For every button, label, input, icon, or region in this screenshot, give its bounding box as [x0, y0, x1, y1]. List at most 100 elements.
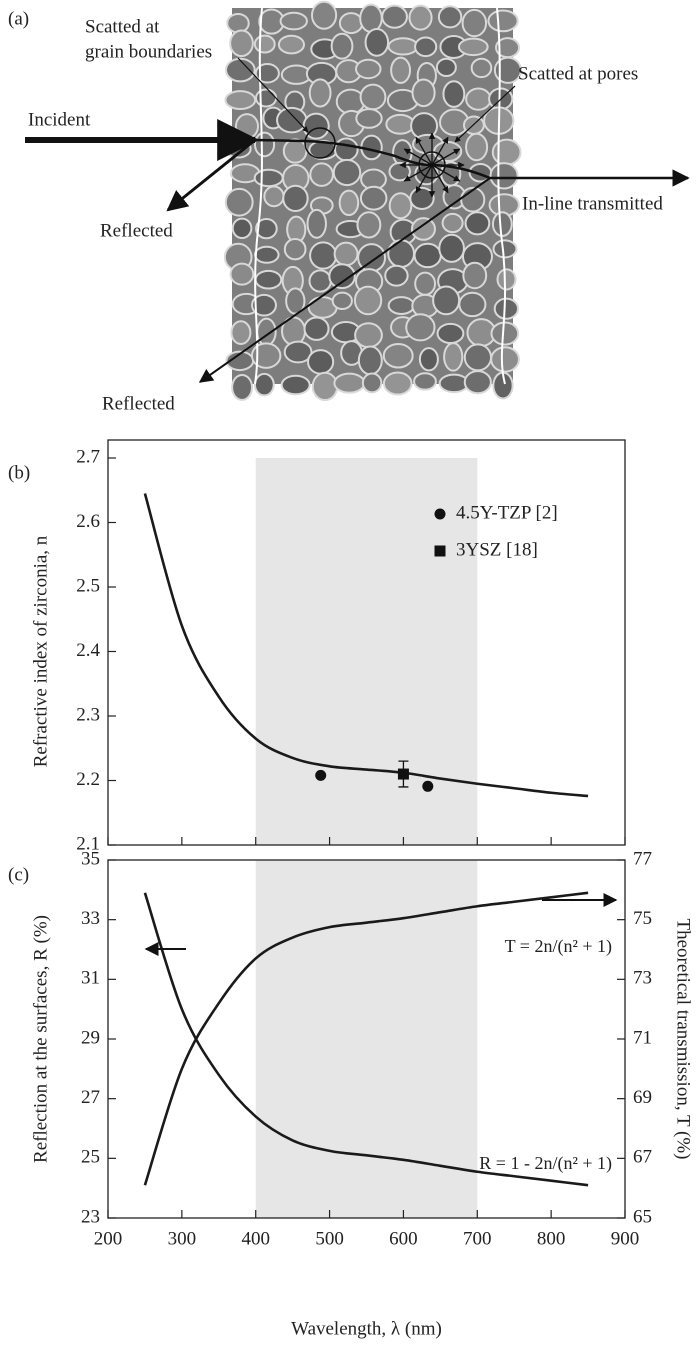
grain — [307, 349, 335, 375]
grain — [308, 269, 332, 293]
x-tick-label: 300 — [168, 1228, 197, 1249]
annotation: R = 1 - 2n/(n² + 1) — [479, 1153, 612, 1174]
grain — [251, 293, 277, 317]
grain-circle — [304, 127, 336, 159]
y-tick-label: 2.4 — [76, 640, 100, 661]
grain — [333, 372, 366, 394]
x-tick-label: 700 — [463, 1228, 492, 1249]
grain — [226, 12, 250, 34]
grain — [306, 208, 327, 239]
grain — [414, 36, 438, 58]
grain — [492, 239, 518, 259]
y2-tick-label: 73 — [633, 968, 652, 989]
grain — [384, 264, 409, 287]
scatter-ray — [403, 164, 433, 182]
grain — [442, 80, 466, 108]
chart: (b) 2.1 2.2 2.3 2.4 2.5 2.6 2.7 Refractive index… — [8, 439, 626, 854]
reflected-arrow — [166, 138, 256, 212]
grain — [229, 262, 255, 286]
grain — [493, 56, 522, 84]
y-tick-label: 35 — [81, 848, 100, 869]
x-tick-label: 600 — [389, 1228, 418, 1249]
y2-tick-label: 65 — [633, 1206, 652, 1227]
plot-frame — [107, 859, 626, 1219]
grain — [256, 317, 277, 347]
grain — [255, 218, 278, 240]
grain — [496, 268, 517, 291]
grain — [230, 320, 252, 346]
y2-tick-label: 71 — [633, 1027, 652, 1048]
label: Scatted at pores — [518, 63, 638, 84]
grain — [463, 343, 493, 372]
grain — [441, 212, 464, 234]
line — [143, 892, 589, 1187]
grain — [490, 346, 520, 373]
axis-arrows — [144, 893, 618, 956]
grain — [461, 8, 488, 38]
grain — [308, 78, 332, 108]
y-tick-label: 29 — [81, 1027, 100, 1048]
grain — [405, 313, 436, 342]
grain — [465, 132, 489, 162]
x-tick-label: 400 — [241, 1228, 270, 1249]
scatter-rays — [399, 132, 465, 198]
grain — [487, 9, 519, 33]
y-tick-label: 25 — [81, 1147, 100, 1168]
y-tick-label: 2.5 — [76, 575, 100, 596]
grain — [411, 78, 436, 108]
grain — [333, 241, 359, 267]
grain — [283, 340, 313, 364]
grain — [250, 342, 282, 369]
grain — [328, 263, 356, 290]
chart: (c) 23 25 27 29 31 33 35 65 67 69 71 73 75 77 200 300 400… — [8, 848, 694, 1339]
diagram: (a) Scatted at grain boundaries Scatted … — [8, 8, 690, 414]
panel-label: (c) — [8, 864, 29, 885]
grain — [279, 11, 308, 31]
grain — [387, 37, 419, 56]
y2-tick-label: 67 — [633, 1147, 652, 1168]
grain — [465, 87, 492, 111]
scatter-ray — [415, 136, 433, 166]
scatter-ray — [415, 164, 433, 194]
grain — [253, 34, 276, 54]
grain — [408, 4, 433, 31]
grain-edge — [496, 7, 506, 385]
grain — [224, 187, 254, 217]
marker — [397, 768, 409, 780]
line — [143, 493, 589, 798]
grain — [282, 138, 308, 164]
grain — [231, 373, 254, 401]
y2-axis-label: Theoretical transmission, T (%) — [673, 919, 694, 1160]
grain — [333, 137, 359, 162]
grain — [282, 184, 309, 213]
grain — [364, 27, 390, 57]
scatter-ray — [403, 148, 433, 166]
y-tick-label: 23 — [81, 1206, 100, 1227]
y-tick-label: 2.2 — [76, 769, 100, 790]
grain — [470, 57, 493, 79]
grain — [387, 296, 416, 315]
grain — [225, 57, 256, 83]
grain — [387, 239, 416, 269]
grain — [436, 322, 465, 345]
grain — [462, 261, 488, 290]
grain — [309, 162, 334, 187]
grain — [413, 372, 437, 391]
label: Incident — [28, 109, 91, 130]
y2-tick-label: 77 — [633, 848, 652, 869]
grain — [234, 113, 260, 140]
grain — [332, 158, 362, 187]
grain — [410, 217, 436, 241]
grain — [418, 347, 439, 372]
grain — [493, 297, 520, 320]
y-tick-label: 33 — [81, 908, 100, 929]
reflected-arrow — [198, 177, 491, 383]
grain — [231, 217, 253, 240]
grain — [432, 285, 461, 316]
legend-label: 4.5Y-TZP [2] — [456, 502, 558, 523]
grain — [388, 192, 413, 220]
scatter-ray — [431, 136, 449, 166]
label: In-line transmitted — [522, 193, 663, 214]
grain — [283, 238, 307, 261]
grain — [361, 372, 383, 394]
